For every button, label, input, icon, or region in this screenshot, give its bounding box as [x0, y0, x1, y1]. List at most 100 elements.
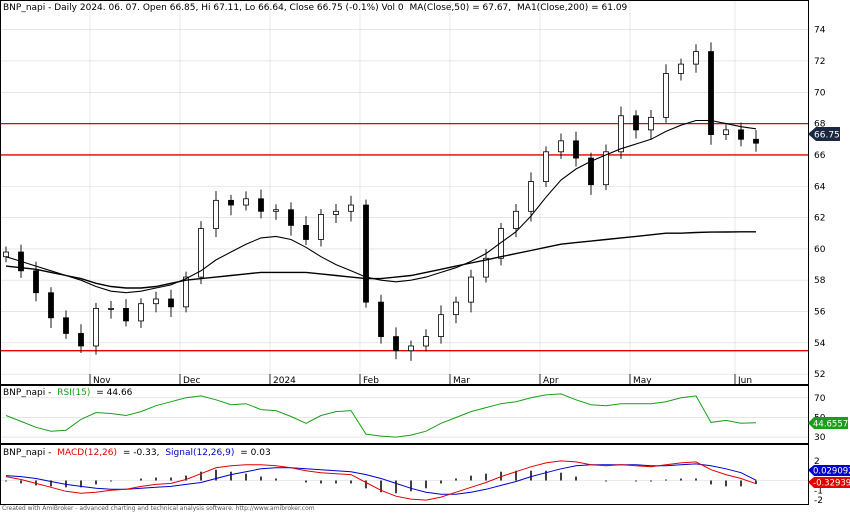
candle-body: [48, 292, 54, 319]
price-x-tick: Mar: [453, 376, 470, 386]
candle: [108, 301, 114, 319]
candle: [423, 329, 429, 352]
candle: [483, 249, 489, 283]
candle: [153, 291, 159, 313]
macd-value-badge: -0.32939: [808, 477, 850, 489]
candle-body: [93, 307, 99, 347]
price-y-tick: 62: [814, 214, 825, 224]
candle: [33, 261, 39, 302]
macd-header: BNP_napi - MACD(12,26) = -0.33, Signal(1…: [3, 448, 271, 458]
candle-body: [123, 307, 129, 322]
candle: [123, 299, 129, 327]
macd-header-signal: Signal(12,26,9): [165, 448, 234, 458]
candle-body: [468, 276, 474, 303]
rsi-y-tick: 70: [814, 394, 826, 404]
candle: [138, 298, 144, 328]
candle-body: [138, 303, 144, 322]
price-y-tick: 54: [814, 339, 826, 349]
price-x-tick: Nov: [93, 376, 111, 386]
rsi-header-value: = 44.66: [96, 388, 132, 398]
macd-header-signal-value: = 0.03: [240, 448, 270, 458]
candle: [393, 327, 399, 360]
candle: [528, 172, 534, 222]
candle-body: [678, 63, 684, 74]
candle-body: [708, 51, 714, 135]
candle-body: [78, 333, 84, 347]
candle-body: [573, 140, 579, 159]
candle-body: [498, 228, 504, 259]
price-y-tick: 60: [814, 245, 826, 255]
macd-signal-label: 0.029092: [813, 467, 850, 477]
candle: [258, 189, 264, 219]
candle-body: [363, 204, 369, 303]
candle-body: [588, 157, 594, 186]
macd-series: [5, 460, 757, 501]
candle: [708, 42, 714, 145]
macd-y-tick: 2: [814, 457, 820, 467]
price-x-tick: Jun: [737, 376, 752, 386]
price-y-tick: 68: [814, 120, 826, 130]
candle: [633, 110, 639, 139]
ma200-line[interactable]: [5, 231, 756, 289]
candle-body: [213, 199, 219, 229]
macd-y-tick: -1: [814, 486, 823, 496]
candle: [318, 208, 324, 247]
macd-panel-frame[interactable]: [0, 444, 809, 505]
price-x-tick: Dec: [183, 376, 200, 386]
candle-body: [603, 151, 609, 186]
price-panel-frame[interactable]: [0, 0, 809, 385]
price-y-tick: 74: [814, 26, 826, 36]
last-price-badge: 66.75: [808, 127, 840, 141]
candle-body: [408, 345, 414, 352]
macd-y-tick: -2: [814, 496, 823, 506]
candle: [573, 131, 579, 167]
ma50-line[interactable]: [5, 119, 757, 294]
candle: [468, 269, 474, 313]
price-x-tick: Feb: [363, 376, 379, 386]
candle-body: [693, 51, 699, 65]
rsi-panel-frame[interactable]: [0, 385, 809, 444]
candle: [438, 305, 444, 344]
candle: [93, 302, 99, 355]
candle: [603, 144, 609, 191]
candle-body: [153, 298, 159, 305]
candle: [663, 64, 669, 123]
candle: [213, 191, 219, 238]
candle-body: [483, 257, 489, 278]
candle: [273, 204, 279, 220]
candle: [168, 289, 174, 318]
candle-body: [168, 298, 174, 308]
rsi-line[interactable]: [5, 393, 757, 438]
macd-header-macd-value: = -0.33,: [123, 448, 160, 458]
candle-body: [108, 307, 114, 310]
candle-body: [378, 301, 384, 337]
price-x-tick: May: [633, 376, 652, 386]
price-x-tick: 2024: [273, 376, 296, 386]
price-header-ma50: MA(Close,50) = 67.67,: [409, 3, 511, 13]
candle-body: [513, 210, 519, 229]
price-header-info: BNP_napi - Daily 2024. 06. 07. Open 66.8…: [3, 3, 404, 13]
rsi-series: [5, 393, 757, 438]
candle: [543, 146, 549, 188]
grid-lines: [1, 1, 808, 481]
rsi-header: BNP_napi - RSI(15) = 44.66: [3, 388, 133, 398]
candle-body: [633, 115, 639, 131]
moving-averages: [5, 119, 757, 294]
candle-body: [438, 314, 444, 337]
candle: [78, 324, 84, 354]
macd-line[interactable]: [5, 460, 757, 501]
macd-signal-badge: 0.029092: [808, 465, 850, 477]
macd-header-prefix: BNP_napi -: [3, 448, 51, 458]
candle-body: [618, 115, 624, 153]
candle: [333, 203, 339, 224]
signal-line[interactable]: [5, 463, 757, 495]
candle: [648, 109, 654, 141]
price-header: BNP_napi - Daily 2024. 06. 07. Open 66.8…: [3, 3, 628, 13]
candle-body: [258, 198, 264, 212]
candle-body: [663, 73, 669, 118]
candle: [48, 287, 54, 328]
candle: [588, 152, 594, 195]
candle-body: [558, 140, 564, 153]
candle: [288, 202, 294, 236]
candle-body: [453, 301, 459, 316]
